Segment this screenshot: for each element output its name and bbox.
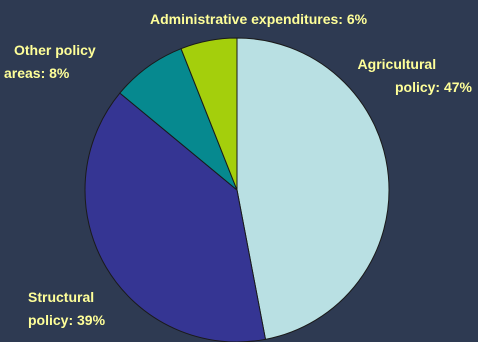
pie-labels: Agricultural policy: 47% Structural poli… [4, 11, 473, 328]
slice-administrative [180, 37, 238, 191]
label-administrative: Administrative expenditures: 6% [150, 11, 368, 27]
slice-agricultural [236, 37, 390, 340]
label-agricultural: Agricultural policy: 47% [358, 56, 473, 95]
label-structural: Structural policy: 39% [28, 289, 106, 328]
pie-slices [84, 37, 390, 342]
label-other-policy: Other policy areas: 8% [4, 42, 100, 81]
slice-structural [84, 92, 267, 342]
